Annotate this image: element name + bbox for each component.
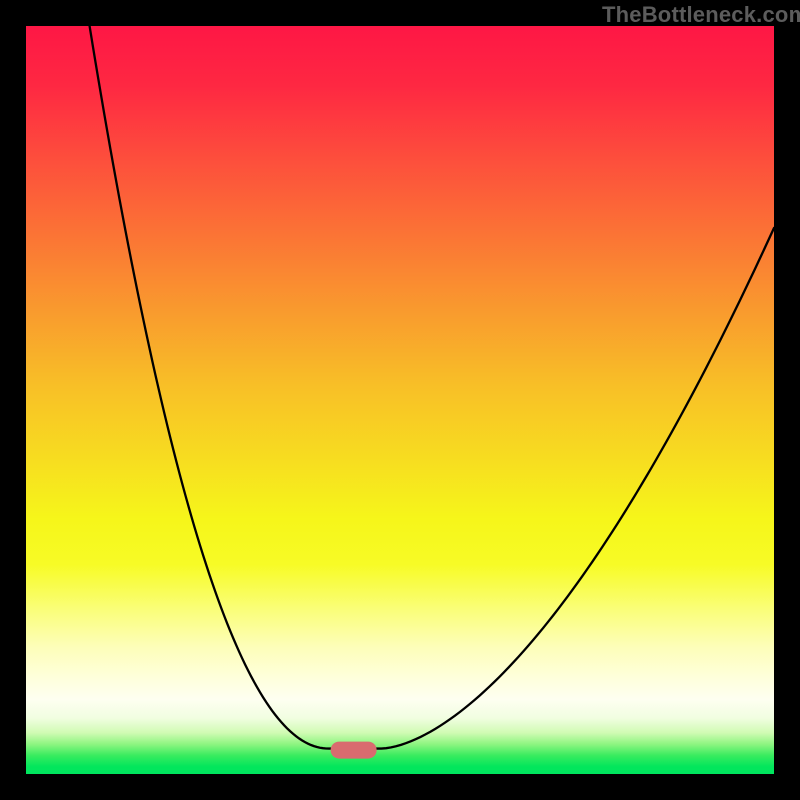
plot-background [26,26,774,774]
watermark-text: TheBottleneck.com [602,2,800,28]
optimal-marker [331,742,377,759]
